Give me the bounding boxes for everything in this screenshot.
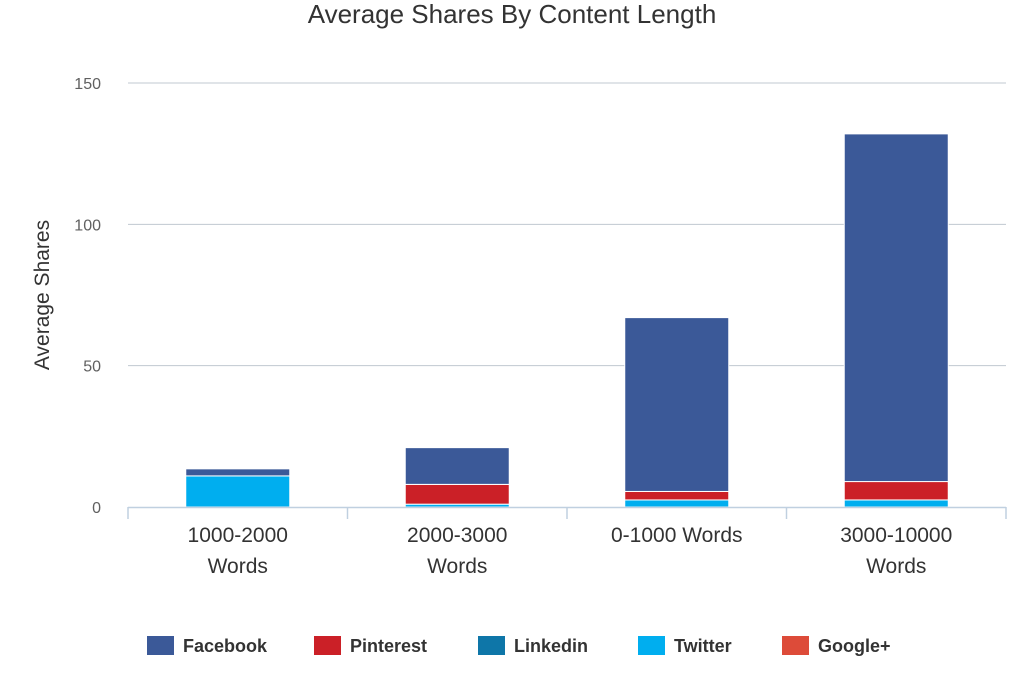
x-tick-label: 1000-2000	[188, 524, 288, 547]
bar-segment-facebook	[404, 447, 510, 485]
y-tick-label: 150	[74, 76, 101, 93]
bar-segment-twitter	[185, 475, 291, 508]
y-tick-label: 50	[83, 359, 101, 376]
legend: Facebook Pinterest Linkedin Twitter Google+	[147, 636, 891, 656]
bar-segment-twitter	[843, 499, 949, 508]
x-tick-label: Words	[427, 555, 487, 578]
bar-segment-pinterest	[404, 483, 510, 505]
bars	[185, 133, 949, 508]
x-tick-label: 0-1000 Words	[611, 524, 743, 547]
legend-swatch	[478, 636, 505, 655]
x-tick-label: Words	[208, 555, 268, 578]
bar-segment-twitter	[624, 499, 730, 508]
legend-label: Google+	[818, 636, 891, 656]
legend-swatch	[638, 636, 665, 655]
bar-segment-pinterest	[843, 481, 949, 501]
bar-segment-pinterest	[624, 490, 730, 501]
x-tick-label: 3000-10000	[840, 524, 952, 547]
y-axis-label: Average Shares	[31, 220, 54, 370]
y-tick-label: 100	[74, 217, 101, 234]
legend-swatch	[314, 636, 341, 655]
x-tick-label: 2000-3000	[407, 524, 507, 547]
legend-label: Pinterest	[350, 636, 427, 656]
x-axis: 1000-2000 Words 2000-3000 Words 0-1000 Words…	[127, 506, 1007, 578]
y-tick-label: 0	[92, 500, 101, 517]
legend-swatch	[782, 636, 809, 655]
legend-swatch	[147, 636, 174, 655]
bar-segment-facebook	[624, 317, 730, 492]
legend-label: Twitter	[674, 636, 732, 656]
x-tick-label: Words	[866, 555, 926, 578]
chart-title: Average Shares By Content Length	[308, 0, 717, 29]
bar-segment-facebook	[843, 133, 949, 483]
bar-segment-facebook	[185, 468, 291, 477]
legend-label: Linkedin	[514, 636, 588, 656]
legend-label: Facebook	[183, 636, 268, 656]
